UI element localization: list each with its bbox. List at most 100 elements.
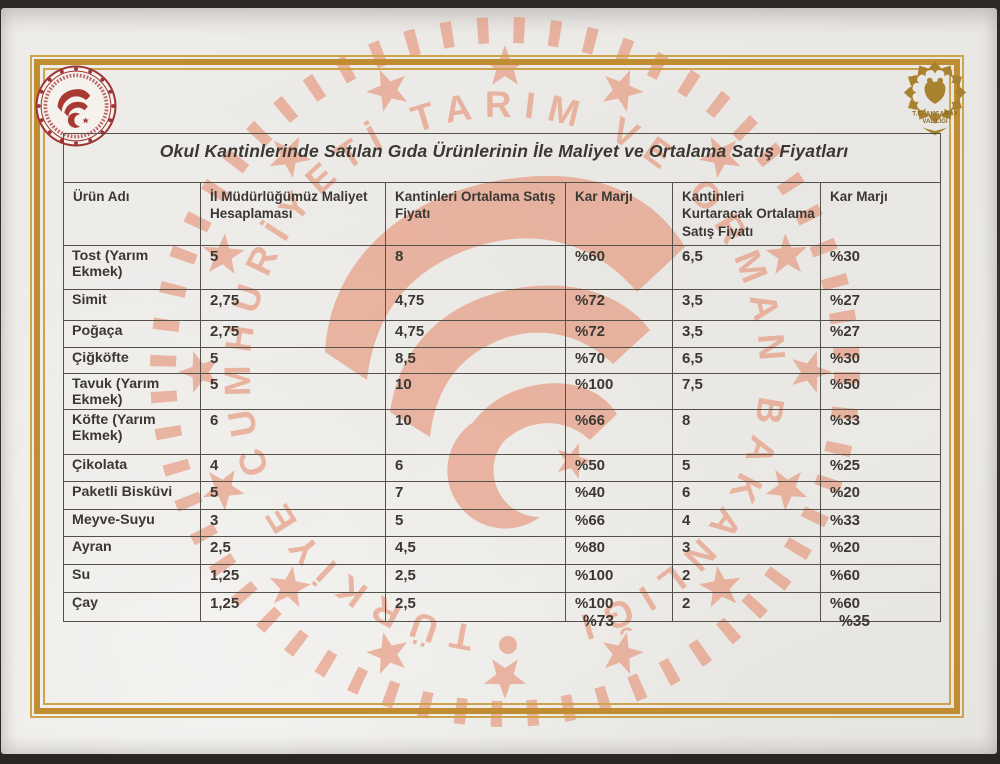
table-cell: %25	[819, 453, 942, 482]
table-row: Ayran 2,5 4,5 %80 3 %20	[63, 535, 942, 565]
table-row: Simit 2,75 4,75 %72 3,5 %27	[63, 289, 942, 321]
table-cell: Su	[63, 563, 201, 593]
table-cell: 10	[385, 408, 566, 455]
table-cell: 3	[200, 508, 386, 537]
table-cell: %60	[819, 591, 942, 622]
table-cell: 5	[200, 373, 386, 410]
table-cell: 6,5	[672, 347, 821, 374]
table-row: Çiğköfte 5 8,5 %70 6,5 %30	[63, 347, 942, 374]
table-cell: Meyve-Suyu	[63, 508, 201, 537]
table-cell: 5	[200, 480, 386, 510]
table-cell: 6	[672, 480, 821, 510]
table-cell: Tost (Yarım Ekmek)	[63, 245, 201, 290]
table-cell: %60	[819, 563, 942, 593]
table-cell: %100	[565, 563, 673, 593]
table-cell: 2	[672, 563, 821, 593]
table-row: Su 1,25 2,5 %100 2 %60	[63, 563, 942, 593]
table-cell: Köfte (Yarım Ekmek)	[63, 408, 201, 455]
table-cell: %30	[819, 347, 942, 374]
table-cell: 1,25	[200, 591, 386, 622]
table-row: Meyve-Suyu 3 5 %66 4 %33	[63, 508, 942, 537]
table-cell: 7,5	[672, 373, 821, 410]
column-header: Ürün Adı	[63, 182, 201, 246]
table-cell: 2,75	[200, 320, 386, 348]
table-cell: Poğaça	[63, 320, 201, 348]
aksaray-logo-text-line1: T.C. AKSARAY	[912, 110, 958, 117]
table-cell: Ayran	[63, 535, 201, 565]
aksaray-logo-text-line2: VALİLİĞİ	[922, 117, 948, 125]
table-cell: %72	[565, 289, 673, 321]
table-cell: %80	[565, 535, 673, 565]
table-cell: Çikolata	[63, 453, 201, 482]
average-margin-value: %73	[583, 613, 615, 630]
table-row: Paketli Bisküvi 5 7 %40 6 %20	[63, 480, 942, 510]
table-cell: 2,5	[385, 591, 566, 622]
aksaray-governorship-logo-icon: T.C. AKSARAY VALİLİĞİ	[903, 61, 967, 136]
document-title: Okul Kantinlerinde Satılan Gıda Ürünleri…	[62, 133, 942, 183]
table-cell: 5	[385, 508, 566, 537]
table-row: Tavuk (Yarım Ekmek) 5 10 %100 7,5 %50	[63, 373, 942, 410]
column-header: Kar Marjı	[565, 182, 673, 246]
table-cell: Çay	[63, 591, 201, 622]
table-header-row: Ürün Adı İl Müdürlüğümüz Maliyet Hesaplam…	[63, 182, 942, 246]
table-cell: 3,5	[672, 320, 821, 348]
table-cell: %30	[819, 245, 942, 290]
column-header: Kantinleri Ortalama Satış Fiyatı	[385, 182, 566, 246]
table-cell: %66	[565, 508, 673, 537]
table-cell: %27	[819, 320, 942, 348]
table-cell: 6	[385, 453, 566, 482]
average-margin-rescue-value: %35	[839, 613, 871, 630]
table-cell: 2	[672, 591, 821, 622]
watermark-ring-dot	[499, 636, 517, 654]
table-cell: 2,75	[200, 289, 386, 321]
table-cell: 4,5	[385, 535, 566, 565]
column-header: İl Müdürlüğümüz Maliyet Hesaplaması	[200, 182, 386, 246]
table-cell: 4	[672, 508, 821, 537]
table-row: Çikolata 4 6 %50 5 %25	[63, 453, 942, 482]
table-cell: 10	[385, 373, 566, 410]
table-cell: %20	[819, 480, 942, 510]
table-cell: %20	[819, 535, 942, 565]
table-cell: Tavuk (Yarım Ekmek)	[63, 373, 201, 410]
table-cell: %100	[565, 373, 673, 410]
table-cell: 5	[200, 347, 386, 374]
column-header: Kantinleri Kurtaracak Ortalama Satış Fiy…	[672, 182, 821, 246]
table-cell: 5	[200, 245, 386, 290]
table-cell: %50	[565, 453, 673, 482]
table-cell: 5	[672, 453, 821, 482]
table-cell: 3	[672, 535, 821, 565]
table-cell: %60	[565, 245, 673, 290]
table-title-row: Okul Kantinlerinde Satılan Gıda Ürünleri…	[62, 133, 942, 183]
column-header: Kar Marjı	[819, 182, 942, 246]
table-cell: 6,5	[672, 245, 821, 290]
table-cell: 2,5	[385, 563, 566, 593]
table-cell: %33	[819, 408, 942, 455]
table-cell: 8	[385, 245, 566, 290]
seal-wheat-fan-icon	[57, 89, 91, 128]
aksaray-eagle-icon	[924, 77, 946, 104]
table-cell: 6	[200, 408, 386, 455]
table-cell: %72	[565, 320, 673, 348]
table-row: Köfte (Yarım Ekmek) 6 10 %66 8 %33	[63, 408, 942, 455]
summary-row: %73 %35	[63, 613, 940, 639]
table-cell: Çiğköfte	[63, 347, 201, 374]
aksaray-logo-chevron	[922, 127, 948, 136]
table-cell: %40	[565, 480, 673, 510]
table-row: Tost (Yarım Ekmek) 5 8 %60 6,5 %30	[63, 245, 942, 290]
table-cell: %50	[819, 373, 942, 410]
table-cell: 2,5	[200, 535, 386, 565]
table-cell: Simit	[63, 289, 201, 321]
table-cell: %70	[565, 347, 673, 374]
table-cell: 4,75	[385, 320, 566, 348]
table-cell: 1,25	[200, 563, 386, 593]
table-row: Poğaça 2,75 4,75 %72 3,5 %27	[63, 320, 942, 348]
table-cell: 3,5	[672, 289, 821, 321]
table-cell: 7	[385, 480, 566, 510]
table-cell: Paketli Bisküvi	[63, 480, 201, 510]
table-row: Çay 1,25 2,5 %100 2 %60	[63, 591, 942, 622]
table-cell: 8	[672, 408, 821, 455]
table-cell: %100	[565, 591, 673, 622]
table-cell: 8,5	[385, 347, 566, 374]
price-table: Okul Kantinlerinde Satılan Gıda Ürünleri…	[62, 133, 942, 622]
table-cell: 4,75	[385, 289, 566, 321]
